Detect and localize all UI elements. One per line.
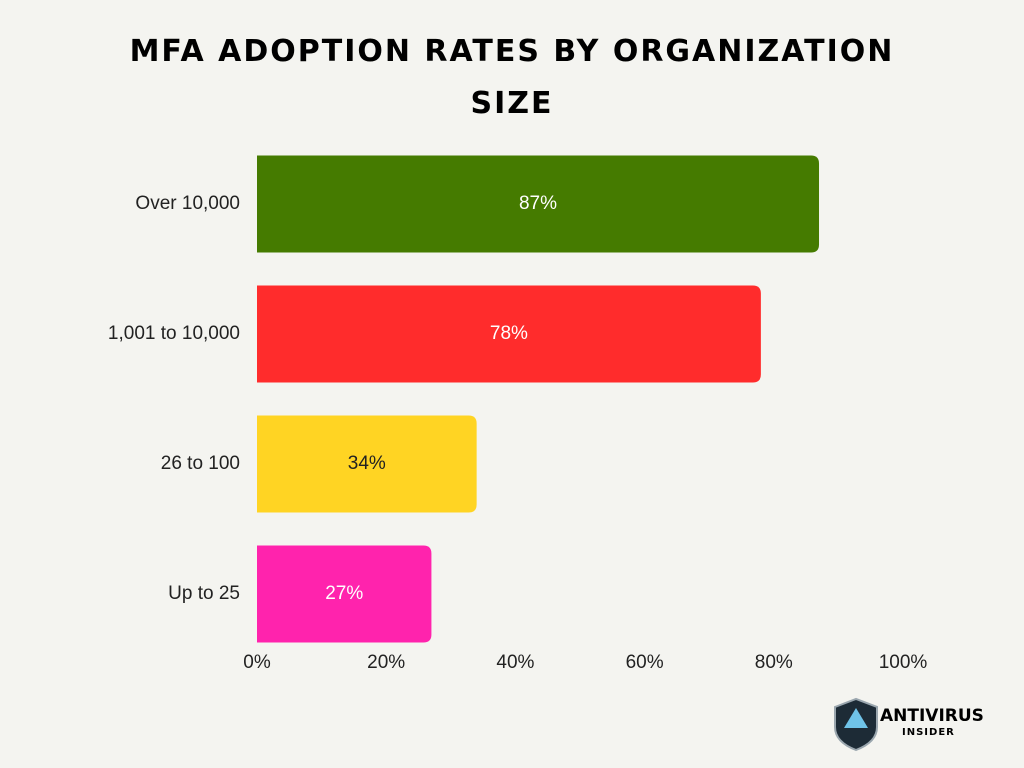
value-label: 27% (325, 583, 363, 604)
x-tick-label: 20% (367, 652, 405, 673)
category-label: 1,001 to 10,000 (108, 323, 240, 344)
category-label: Over 10,000 (135, 193, 240, 214)
x-tick-label: 60% (626, 652, 664, 673)
bar (257, 155, 820, 253)
bar (257, 285, 761, 383)
logo-name: ANTIVIRUS (880, 706, 984, 726)
value-label: 78% (490, 323, 528, 344)
category-label: Up to 25 (168, 583, 240, 604)
bar (257, 545, 432, 643)
logo-subname: INSIDER (902, 727, 955, 738)
category-label: 26 to 100 (161, 453, 240, 474)
x-tick-label: 100% (879, 652, 928, 673)
logo-icon (844, 708, 868, 728)
logo: ANTIVIRUS INSIDER (834, 697, 984, 752)
x-tick-label: 0% (243, 652, 271, 673)
x-tick-label: 80% (755, 652, 793, 673)
x-tick-label: 40% (496, 652, 534, 673)
value-label: 34% (348, 453, 386, 474)
value-label: 87% (519, 193, 557, 214)
bar (257, 415, 477, 513)
chart-title: MFA ADOPTION RATES BY ORGANIZATION SIZE (129, 34, 895, 121)
